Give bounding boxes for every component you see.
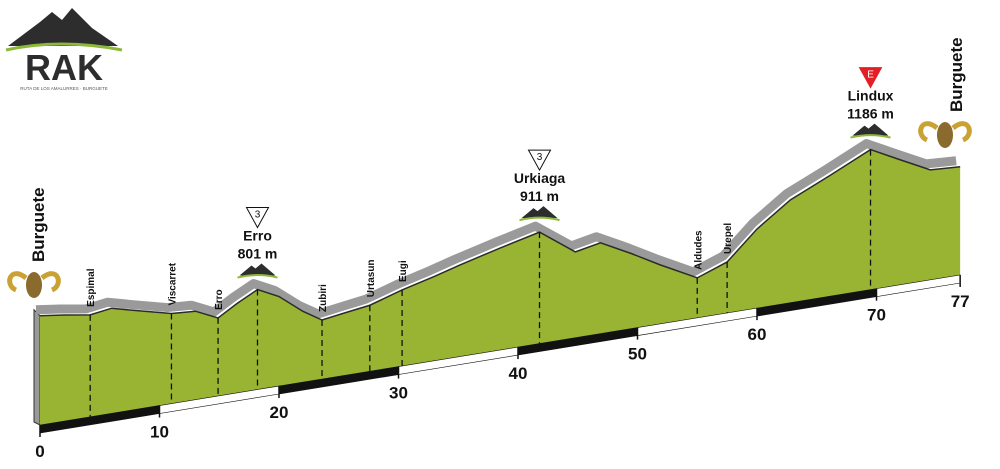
logo: RAK RUTA DE LOS AMALURRES · BURGUETE (5, 8, 123, 91)
km-tick-label: 60 (748, 325, 767, 344)
summit-icon-swoosh (850, 134, 891, 139)
summit-category-marker (858, 67, 883, 89)
km-tick-label: 50 (628, 345, 647, 364)
summit-category: 3 (255, 210, 261, 221)
logo-swoosh (5, 42, 123, 52)
summit-name: Lindux (848, 88, 894, 104)
summit-category-marker (527, 149, 552, 172)
summit-icon-swoosh (519, 216, 560, 222)
ram-icon-right (918, 121, 972, 148)
km-tick-label: 30 (389, 384, 408, 403)
summit-category: 3 (537, 152, 543, 163)
profile-line (39, 148, 961, 321)
km-tick-label: 10 (150, 423, 169, 442)
summit-name: Erro (243, 228, 272, 244)
logo-title: RAK (25, 47, 103, 88)
waypoint-label: Espimal (86, 268, 97, 307)
side-face (33, 308, 41, 426)
km-tick-label: 70 (867, 306, 886, 325)
waypoint-label: Aldudes (693, 230, 704, 270)
summit-category: E (867, 70, 874, 81)
waypoint-label: Urepel (723, 223, 734, 254)
summit-category-marker (245, 207, 270, 229)
profile-fill (40, 149, 961, 425)
waypoint-label: Zubiri (318, 284, 329, 312)
summit-name: Urkiaga (514, 170, 566, 186)
waypoint-label: Viscarret (167, 262, 178, 305)
summit-icon (239, 263, 276, 276)
ram-icon-left (7, 271, 61, 298)
summit-icon-swoosh (237, 274, 278, 279)
km-tick-label: 0 (35, 442, 44, 461)
km-tick-label: 77 (951, 292, 970, 311)
summit-elevation: 1186 m (847, 106, 894, 122)
start-label: Burguete (29, 187, 48, 262)
waypoint-label: Eugi (398, 260, 409, 282)
profile-top-band (35, 139, 957, 319)
summit-elevation: 801 m (238, 246, 278, 262)
logo-mountain (8, 8, 118, 46)
finish-label: Burguete (947, 37, 966, 112)
km-tick-label: 20 (270, 403, 289, 422)
waypoint-label: Erro (214, 289, 225, 310)
summit-icon (521, 206, 558, 219)
logo-subtitle: RUTA DE LOS AMALURRES · BURGUETE (20, 86, 107, 91)
summit-icon (852, 123, 889, 136)
waypoint-label: Urtasun (366, 259, 377, 297)
km-tick-label: 40 (509, 364, 528, 383)
summit-elevation: 911 m (520, 188, 559, 204)
